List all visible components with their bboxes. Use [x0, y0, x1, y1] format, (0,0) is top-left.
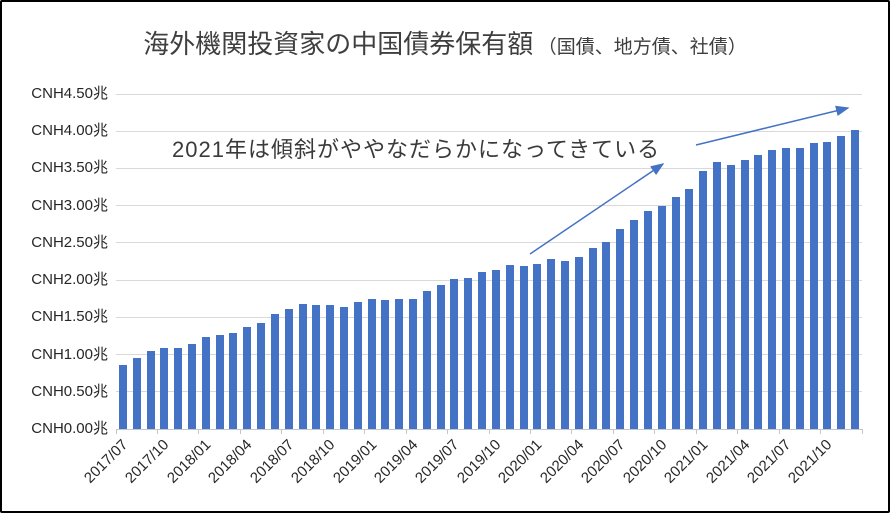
- x-axis-tick: [281, 429, 283, 434]
- x-axis-tick: [364, 429, 366, 434]
- bar: [284, 309, 293, 429]
- bar: [367, 298, 376, 429]
- bar: [630, 219, 639, 429]
- bar: [823, 142, 832, 429]
- x-axis-tick: [612, 429, 614, 434]
- bar: [146, 350, 155, 429]
- bar: [229, 332, 238, 429]
- trend-annotation: 2021年は傾斜がややなだらかになってきている: [172, 137, 661, 162]
- bar: [201, 337, 210, 429]
- bar: [491, 269, 500, 429]
- x-axis-tick: [488, 429, 490, 434]
- x-axis-tick: [529, 429, 531, 434]
- bar: [339, 306, 348, 429]
- x-axis-tick: [115, 429, 117, 434]
- bar: [547, 259, 556, 429]
- bar: [478, 271, 487, 429]
- bar: [395, 299, 404, 429]
- bar: [754, 155, 763, 429]
- x-axis-tick: [198, 429, 200, 434]
- bar: [671, 196, 680, 429]
- bar: [215, 335, 224, 429]
- bar: [533, 264, 542, 429]
- x-axis-tick: [737, 429, 739, 434]
- gridline: [116, 279, 862, 281]
- bar: [257, 323, 266, 429]
- x-axis-tick: [695, 429, 697, 434]
- gridline: [116, 130, 862, 132]
- x-axis-tick: [322, 429, 324, 434]
- x-axis-tick: [820, 429, 822, 434]
- bar: [588, 248, 597, 429]
- bar: [326, 304, 335, 429]
- chart-title: 海外機関投資家の中国債券保有額 （国債、地方債、社債）: [2, 24, 888, 61]
- gridline: [116, 205, 862, 207]
- chart-title-main: 海外機関投資家の中国債券保有額: [143, 29, 534, 59]
- y-axis-tick-label: CNH2.50兆: [31, 233, 108, 251]
- bar: [699, 171, 708, 429]
- bar: [795, 148, 804, 429]
- bar: [657, 205, 666, 429]
- bar: [782, 147, 791, 429]
- y-axis-tick-label: CNH2.00兆: [31, 271, 108, 289]
- x-axis-tick: [861, 429, 863, 434]
- bar: [118, 364, 127, 429]
- bar: [450, 278, 459, 429]
- y-axis-tick-label: CNH0.00兆: [31, 420, 108, 437]
- bar: [851, 130, 860, 429]
- y-axis-tick-label: CNH1.00兆: [31, 345, 108, 363]
- bar: [132, 358, 141, 429]
- gridline: [116, 93, 862, 95]
- gridline: [116, 316, 862, 318]
- bar: [270, 314, 279, 429]
- bar: [602, 242, 611, 429]
- bar: [837, 135, 846, 429]
- bar: [740, 159, 749, 429]
- bar: [464, 277, 473, 429]
- bar: [298, 303, 307, 429]
- gridline: [116, 242, 862, 244]
- bar: [174, 347, 183, 429]
- y-axis-tick-label: CNH0.50兆: [31, 382, 108, 400]
- x-axis-tick: [405, 429, 407, 434]
- bar: [505, 265, 514, 429]
- x-axis-tick: [571, 429, 573, 434]
- gridline: [116, 391, 862, 393]
- bar: [726, 164, 735, 429]
- gridline: [116, 167, 862, 169]
- bar: [809, 143, 818, 429]
- bar: [712, 162, 721, 429]
- bar: [243, 327, 252, 429]
- bar: [312, 304, 321, 429]
- bar: [768, 149, 777, 429]
- bar: [422, 290, 431, 429]
- y-axis-tick-label: CNH4.50兆: [31, 85, 108, 102]
- bar: [160, 347, 169, 429]
- x-axis-tick: [156, 429, 158, 434]
- bar: [574, 257, 583, 429]
- trend-arrow: [695, 105, 850, 146]
- x-axis-tick: [654, 429, 656, 434]
- bar: [381, 300, 390, 429]
- bar: [409, 298, 418, 429]
- gridline: [116, 354, 862, 356]
- bar: [616, 229, 625, 429]
- bar: [560, 260, 569, 429]
- bar: [436, 284, 445, 429]
- bar: [643, 210, 652, 429]
- y-axis-tick-label: CNH1.50兆: [31, 308, 108, 326]
- chart-title-sub: （国債、地方債、社債）: [537, 37, 747, 58]
- bar: [187, 344, 196, 429]
- bar: [685, 188, 694, 429]
- x-axis-tick: [778, 429, 780, 434]
- y-axis-tick-label: CNH4.00兆: [31, 122, 108, 140]
- y-axis-tick-label: CNH3.50兆: [31, 159, 108, 177]
- x-axis-tick: [239, 429, 241, 434]
- bar: [519, 265, 528, 429]
- y-axis-tick-label: CNH3.00兆: [31, 196, 108, 214]
- bar: [353, 301, 362, 429]
- x-axis-tick: [447, 429, 449, 434]
